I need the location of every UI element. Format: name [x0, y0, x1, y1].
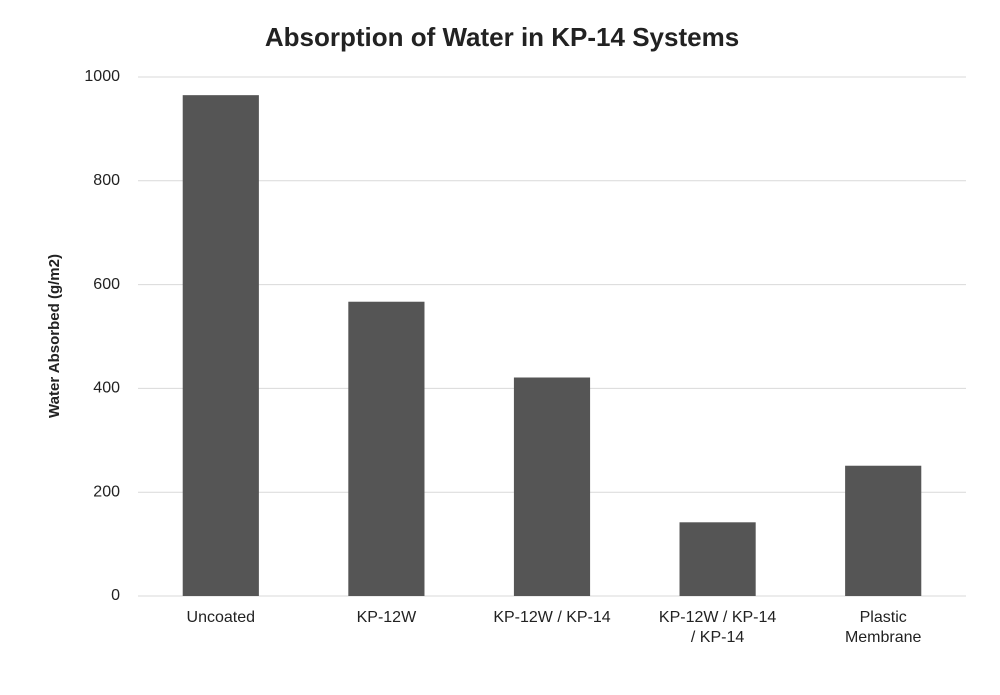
x-tick-label: KP-12W / KP-14: [493, 609, 611, 626]
y-tick-label: 1000: [84, 68, 120, 85]
x-tick-label: KP-12W: [356, 609, 417, 626]
y-tick-label: 600: [93, 276, 120, 293]
x-tick-label: Plastic Membrane: [844, 609, 922, 646]
y-axis-label: Water Absorbed (g/m2): [46, 254, 63, 418]
bar: [845, 465, 922, 596]
x-tick-label: KP-12W / KP-14 / KP-14: [658, 609, 777, 646]
chart-title: Absorption of Water in KP-14 Systems: [265, 22, 739, 52]
bar: [513, 377, 591, 596]
bar: [182, 95, 259, 596]
y-tick-label: 800: [93, 172, 120, 189]
x-tick-label: Uncoated: [186, 609, 256, 626]
y-tick-label: 200: [93, 483, 120, 500]
y-tick-label: 400: [93, 380, 120, 397]
bar: [679, 522, 756, 596]
y-tick-label: 0: [111, 587, 120, 604]
bar: [348, 301, 425, 596]
